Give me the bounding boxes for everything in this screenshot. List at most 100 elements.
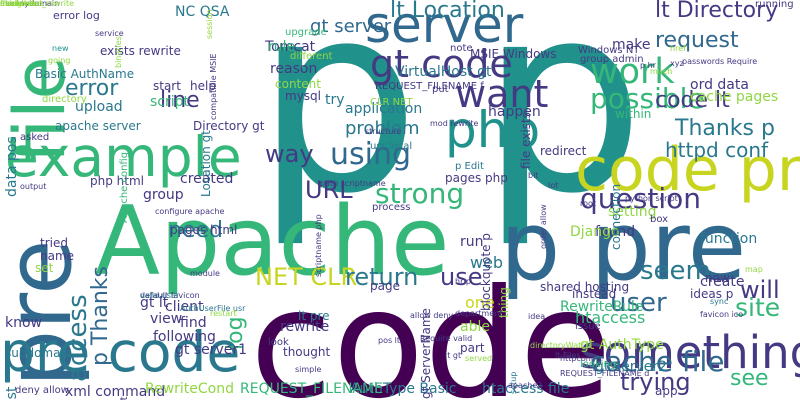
cloud-word: mode sites [0,0,44,8]
cloud-word: box [650,214,669,225]
cloud-word: sync [710,297,729,306]
cloud-word: try [325,92,345,108]
cloud-word: httpd conf [665,138,769,162]
cloud-word: know [5,315,42,331]
cloud-word: session [205,8,214,39]
cloud-word: exists rewrite [100,44,181,58]
cloud-word: name [40,249,75,263]
cloud-word: shared hosting [540,280,630,294]
cloud-word: Apache [95,187,450,297]
cloud-word: one [465,293,495,312]
cloud-word: default favicon [140,291,200,300]
cloud-word: part [460,341,485,355]
cloud-word: code lt [655,88,730,113]
cloud-word: AuthUserFile usr [180,304,246,313]
cloud-word: configure apache [155,207,225,216]
cloud-word: Tomcat [265,39,316,55]
cloud-word: within [615,107,652,121]
cloud-word: new [52,44,69,53]
cloud-word: run [460,234,484,250]
cloud-word: function [700,231,758,247]
cloud-word: different [290,51,333,62]
cloud-word: apache2 [508,381,543,390]
cloud-word: path scriptname [320,179,386,188]
cloud-word: gt ServerName [419,307,433,399]
cloud-word: p pre [500,192,747,302]
cloud-word: pre code [0,320,241,384]
cloud-word: NET CLR [255,263,358,291]
cloud-word: MSIE Windows [470,47,557,61]
cloud-word: Require valid [420,334,473,343]
cloud-word: question [580,182,701,215]
cloud-word: map [745,265,763,274]
cloud-word: redirect [540,144,587,158]
cloud-word: need [168,218,223,243]
cloud-word: Windows NT [578,45,640,56]
cloud-word: connection [609,183,623,250]
cloud-word: find [180,315,207,331]
cloud-word: created [180,171,234,187]
cloud-word: department [455,309,503,318]
cloud-word: URL [305,176,353,204]
cloud-word: blockquote p [479,233,493,312]
cloud-word: xyz [670,59,684,68]
cloud-word: served [465,354,493,363]
cloud-word: example [5,125,242,189]
cloud-word: page [370,279,400,293]
cloud-word: gt server1 [175,342,248,358]
cloud-word: ord data [690,77,749,93]
cloud-word: instead [572,287,617,301]
cloud-word: CLR NET [370,97,413,108]
cloud-word: script [150,94,190,110]
cloud-word: able [460,319,490,335]
cloud-word: using mod_rewrite [0,0,75,8]
cloud-word: Basic AuthName [35,67,135,81]
cloud-word: site [735,293,781,322]
cloud-word: upload [75,99,123,115]
cloud-word: directoryWatch [530,341,591,350]
cloud-word: asked [20,132,50,143]
cloud-word: bit [528,171,539,180]
cloud-word: pages html [170,223,238,237]
cloud-word: subdomain [5,346,72,360]
cloud-word: much [650,67,673,76]
cloud-word: trying [620,368,691,396]
cloud-word: hr p [455,277,471,286]
cloud-word: tried [40,236,68,250]
cloud-word: order allow [539,204,548,249]
cloud-word: server [365,0,524,54]
cloud-word: use mydomain [0,0,60,8]
cloud-word: request [655,28,739,53]
cloud-word: gt AuthType [580,337,664,353]
cloud-word: view [150,311,183,327]
cloud-word: directory [42,94,87,105]
cloud-word: valid user [140,291,180,300]
cloud-word: setting [608,204,657,220]
cloud-word: gt code [370,42,513,86]
cloud-word: lt Files [555,351,581,360]
cloud-word: mod rewrite [430,119,479,128]
cloud-word: going [48,56,71,65]
cloud-word: p [480,0,646,251]
cloud-word: cache pages [690,89,779,105]
cloud-word: using [330,137,412,172]
cloud-word: file exists [519,112,533,170]
cloud-word: Apache config [119,151,130,223]
cloud-word: thought [283,345,331,359]
cloud-word: gt server2 [595,359,668,375]
cloud-word: AuthType Basic [350,381,457,397]
cloud-word: href [670,44,686,53]
cloud-word: looking [580,359,617,370]
cloud-word: lot [548,181,559,190]
cloud-word: start [153,79,181,93]
cloud-word: something [580,326,800,379]
cloud-word: output [20,182,47,191]
cloud-word: python script [625,194,678,203]
cloud-word: group [143,187,184,203]
cloud-word: data pos [4,136,20,198]
cloud-word: compatible MSIE [209,53,218,120]
cloud-word: htaccess file [482,381,570,397]
cloud-word: now [705,271,730,285]
cloud-word: disable [0,0,29,8]
